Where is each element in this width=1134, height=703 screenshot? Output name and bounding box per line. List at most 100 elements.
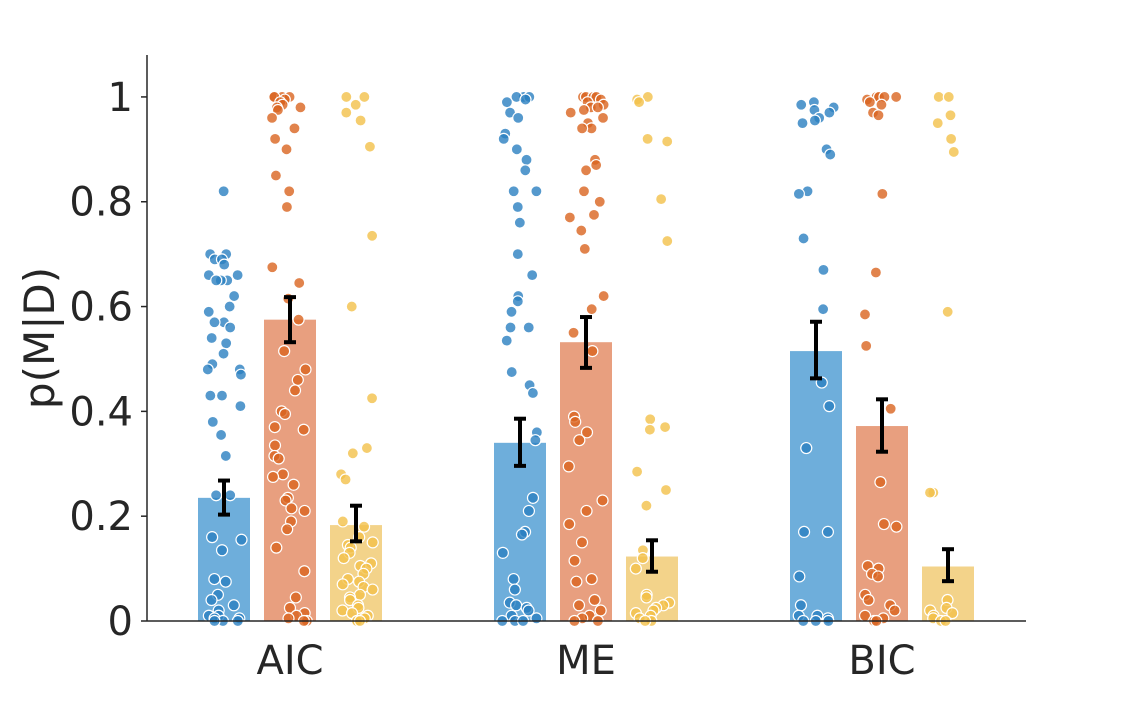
data-point: [661, 135, 674, 148]
data-point: [659, 483, 673, 497]
data-point: [941, 305, 954, 318]
data-point: [643, 423, 656, 436]
data-point: [640, 499, 653, 512]
data-point: [268, 420, 281, 434]
bar-me-series-2: [560, 342, 612, 621]
data-point: [923, 486, 937, 499]
data-point: [800, 441, 813, 455]
data-point: [281, 523, 294, 536]
data-point: [824, 148, 837, 161]
data-point: [890, 90, 903, 104]
data-point: [596, 111, 610, 124]
data-point: [511, 248, 524, 261]
data-point: [206, 531, 219, 544]
data-point: [366, 229, 379, 242]
data-point: [597, 289, 610, 303]
data-point: [235, 533, 248, 546]
data-point: [505, 305, 518, 318]
data-point: [931, 117, 944, 130]
data-point: [575, 224, 588, 237]
data-point: [947, 145, 960, 159]
data-point: [945, 132, 958, 145]
data-point: [513, 216, 526, 229]
data-point: [636, 552, 649, 565]
data-point: [363, 140, 377, 153]
y-tick-label: 0: [108, 599, 133, 645]
y-tick-label: 0.4: [69, 389, 133, 435]
data-point: [596, 494, 609, 507]
data-point: [512, 111, 525, 124]
data-point: [353, 588, 367, 601]
data-point: [632, 96, 646, 109]
data-point: [504, 321, 517, 334]
y-axis-title: p(M|D): [15, 267, 64, 409]
data-point: [872, 109, 885, 122]
x-tick-label-me: ME: [556, 638, 616, 684]
data-point: [227, 599, 240, 612]
data-point: [511, 295, 524, 308]
data-point: [570, 575, 583, 588]
data-point: [572, 599, 586, 612]
data-point: [220, 337, 233, 350]
data-point: [946, 607, 959, 620]
data-point: [874, 476, 887, 489]
data-point: [278, 407, 292, 421]
data-point: [228, 289, 241, 303]
data-point: [214, 428, 228, 442]
data-point: [272, 452, 285, 465]
data-point: [223, 300, 236, 313]
data-point: [500, 96, 513, 109]
data-point: [567, 326, 580, 339]
data-point: [577, 185, 591, 198]
data-point: [587, 208, 601, 221]
data-point: [797, 525, 811, 539]
data-point: [519, 93, 532, 106]
data-point: [823, 106, 836, 119]
data-point: [526, 386, 540, 400]
data-point: [346, 447, 359, 460]
data-point: [349, 98, 362, 111]
data-point: [280, 200, 294, 214]
data-point: [291, 373, 304, 387]
data-point: [289, 591, 302, 604]
data-point: [877, 517, 891, 531]
data-point: [202, 305, 215, 318]
data-point: [293, 276, 306, 290]
data-point: [860, 339, 873, 352]
data-point: [204, 389, 217, 402]
data-point: [515, 528, 529, 541]
data-point: [280, 143, 293, 156]
data-point: [817, 263, 830, 276]
data-point: [795, 98, 808, 111]
data-point: [575, 122, 589, 135]
y-tick-label: 0.6: [69, 285, 133, 331]
data-point: [655, 193, 668, 206]
data-point: [522, 321, 535, 334]
data-point: [629, 562, 642, 575]
data-point: [579, 164, 593, 177]
data-point: [522, 504, 536, 518]
data-point: [932, 90, 945, 104]
data-point: [569, 415, 582, 428]
data-point: [294, 101, 307, 114]
data-point: [266, 470, 280, 483]
data-point: [591, 101, 604, 114]
data-point: [507, 572, 520, 586]
data-point: [365, 392, 379, 405]
data-point: [808, 114, 821, 127]
data-point: [497, 132, 510, 145]
data-point: [573, 434, 586, 447]
data-point: [288, 384, 302, 397]
data-point: [942, 90, 955, 104]
data-point: [871, 570, 885, 583]
data-point: [644, 413, 657, 426]
data-point: [217, 185, 230, 198]
data-point: [206, 415, 219, 428]
data-point: [797, 232, 810, 245]
data-point: [580, 504, 593, 518]
data-point: [336, 578, 349, 591]
data-point: [336, 515, 349, 528]
data-point: [577, 103, 590, 117]
x-tick-labels-layer: AIC ME BIC: [256, 638, 915, 684]
